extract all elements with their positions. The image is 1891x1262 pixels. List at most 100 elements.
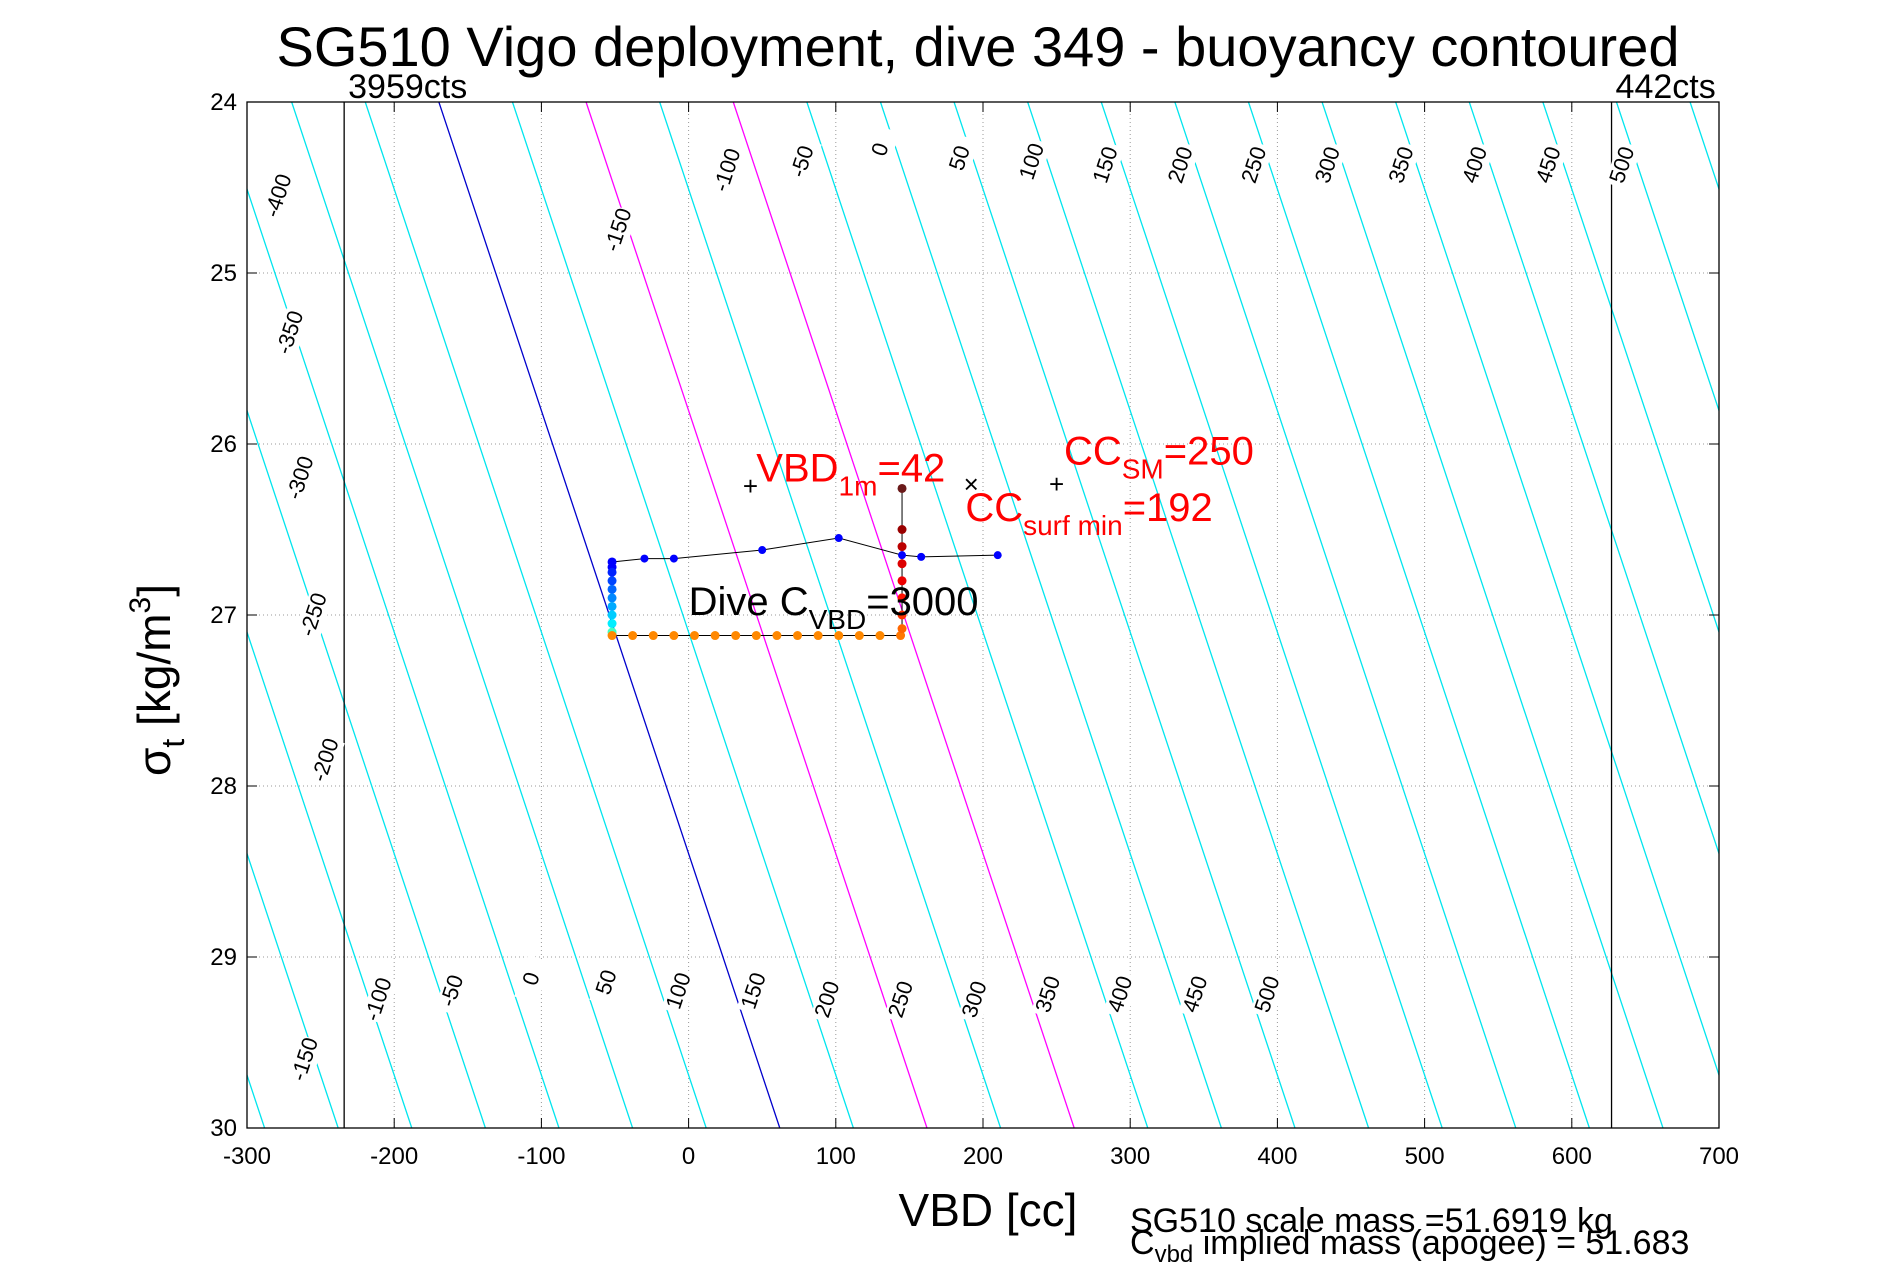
contour-label: -300 — [281, 453, 319, 503]
contour-line — [247, 630, 413, 1128]
contour-label-bg — [863, 125, 900, 175]
trajectory-point — [875, 631, 885, 641]
trajectory-point — [731, 631, 741, 641]
contour-label: 150 — [736, 969, 771, 1012]
contour-line — [1395, 102, 1719, 1078]
x-tick-label: -300 — [223, 1143, 271, 1170]
trajectory-point — [607, 610, 617, 620]
contour-label: 150 — [1087, 143, 1122, 186]
x-tick-label: 500 — [1405, 1143, 1445, 1170]
trajectory-point — [607, 601, 617, 611]
plot-area: 3959cts 442cts -400 -350 -300 -250 -200 -150 -15… — [210, 68, 1891, 1170]
contour-label: -100 — [359, 974, 397, 1024]
annotation-ccsurf: CCsurf min=192 — [965, 486, 1212, 541]
contour-line — [1027, 102, 1370, 1128]
contour-label: 300 — [956, 978, 991, 1021]
contour-label-bg — [1531, 140, 1569, 190]
x-tick-label: 0 — [682, 1143, 695, 1170]
contour-label: -250 — [294, 590, 332, 640]
axis-ticks: -300 -200 -100 0 100 200 300 400 500 600 700 24 25 26… — [210, 89, 1739, 1170]
trajectory-point — [628, 631, 638, 641]
y-axis-label-sup: 3 — [124, 597, 157, 614]
contour-label-bg — [710, 145, 747, 196]
annotation-divecvbd: Dive CVBD=3000 — [689, 580, 979, 635]
y-axis-label-close: ] — [128, 584, 180, 597]
contour-label-bg — [957, 975, 994, 1025]
trajectory-point — [896, 631, 906, 641]
trajectory-point — [813, 631, 823, 641]
contour-line — [879, 102, 1222, 1128]
trajectory-point — [669, 631, 679, 641]
contour-label: -100 — [708, 145, 746, 195]
contour-label-bg — [434, 966, 472, 1016]
contour-label: 500 — [1604, 143, 1639, 186]
trajectory-point — [751, 631, 761, 641]
contour-label-bg — [1236, 140, 1274, 190]
contour-label-bg — [514, 954, 551, 1004]
contour-line — [1174, 102, 1517, 1128]
contour-label-bg — [785, 137, 822, 187]
contour-label: 350 — [1383, 143, 1418, 186]
trajectory-point — [897, 542, 907, 552]
x-tick-label: 100 — [816, 1143, 856, 1170]
contour-line — [1764, 102, 1891, 1128]
y-tick-label: 24 — [210, 89, 237, 116]
descent-point — [898, 551, 907, 560]
contour-label: -150 — [285, 1034, 323, 1084]
contour-label-bg — [1604, 140, 1642, 190]
contour-label: 200 — [809, 978, 844, 1021]
annotation-sub: SM — [1122, 454, 1164, 485]
descent-point — [758, 546, 767, 555]
contour-label-bg — [736, 966, 774, 1016]
y-tick-label: 27 — [210, 602, 237, 629]
trajectory-point — [897, 483, 907, 493]
contour-line — [585, 102, 928, 1128]
annotation-sub: 1m — [839, 471, 878, 502]
implied-mass-tail: implied mass (apogee) = 51.683 — [1193, 1224, 1689, 1262]
contour-label-bg — [272, 308, 310, 358]
trajectory-point — [772, 631, 782, 641]
y-tick-label: 25 — [210, 260, 237, 287]
annotation-tail: =42 — [877, 447, 945, 491]
contour-label-bg — [661, 966, 699, 1016]
trajectory-point — [607, 584, 617, 594]
annotation-tail: =192 — [1123, 486, 1213, 530]
contour-line — [1247, 102, 1590, 1128]
x-tick-label: 200 — [963, 1143, 1003, 1170]
contour-line — [1468, 102, 1719, 856]
annotation-main: VBD — [756, 447, 838, 491]
grid-lines — [247, 102, 1719, 1128]
trajectory-point — [793, 631, 803, 641]
annotation-sub: surf min — [1023, 510, 1123, 541]
contour-label-bg — [308, 735, 345, 786]
contour-line — [511, 102, 854, 1128]
annotation-main: CC — [1064, 430, 1122, 474]
contour-label: 450 — [1530, 143, 1565, 186]
contour-label: -350 — [271, 307, 309, 357]
contour-label: 250 — [883, 978, 918, 1021]
contour-line — [247, 851, 339, 1128]
contour-line — [953, 102, 1296, 1128]
trajectory-point — [897, 559, 907, 569]
x-tick-label: -100 — [517, 1143, 565, 1170]
contour-label-bg — [1030, 969, 1068, 1020]
y-axis-label-main: σ — [128, 748, 180, 776]
x-tick-label: 700 — [1699, 1143, 1739, 1170]
implied-mass-sub: vbd — [1155, 1241, 1194, 1262]
contour-label-bg — [1088, 140, 1125, 190]
contour-label-bg — [1103, 969, 1140, 1020]
trajectory-point — [854, 631, 864, 641]
y-axis-label: σt [kg/m3] — [124, 584, 191, 776]
trajectory-point — [607, 567, 617, 577]
annotation-sub: VBD — [809, 604, 867, 635]
contour-label-bg — [1250, 969, 1287, 1020]
annotation-marker: + — [743, 471, 758, 501]
trajectory-point — [897, 525, 907, 534]
contour-line — [247, 187, 560, 1128]
y-tick-label: 29 — [210, 944, 237, 971]
annotation-ccsm: CCSM=250 — [1064, 430, 1254, 485]
trajectory-point — [607, 576, 617, 586]
trajectory-point — [897, 593, 907, 603]
annotation-marker: + — [1049, 469, 1064, 499]
contour-label: -200 — [306, 735, 344, 785]
